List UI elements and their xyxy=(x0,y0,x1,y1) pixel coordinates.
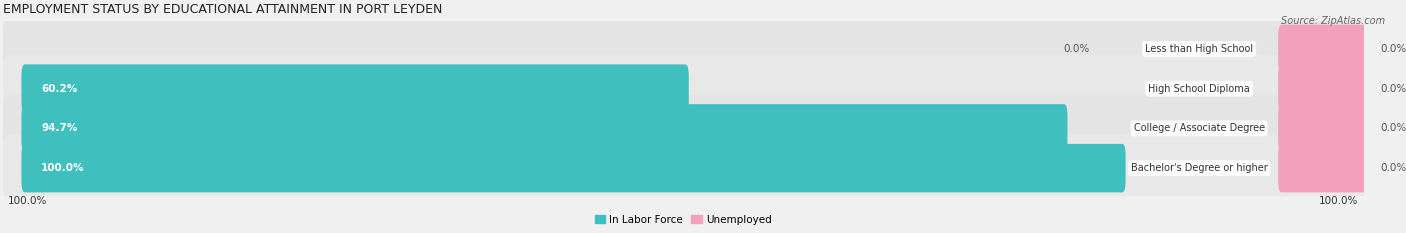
Text: College / Associate Degree: College / Associate Degree xyxy=(1133,123,1265,134)
Text: 0.0%: 0.0% xyxy=(1381,44,1406,54)
Text: 94.7%: 94.7% xyxy=(41,123,77,134)
Text: 0.0%: 0.0% xyxy=(1381,123,1406,134)
Text: 100.0%: 100.0% xyxy=(8,196,48,206)
FancyBboxPatch shape xyxy=(21,144,1126,192)
FancyBboxPatch shape xyxy=(3,15,1364,83)
FancyBboxPatch shape xyxy=(1278,144,1372,192)
Text: 0.0%: 0.0% xyxy=(1381,163,1406,173)
Text: 60.2%: 60.2% xyxy=(41,84,77,94)
FancyBboxPatch shape xyxy=(21,104,1067,153)
FancyBboxPatch shape xyxy=(3,55,1364,123)
FancyBboxPatch shape xyxy=(21,65,689,113)
Text: 0.0%: 0.0% xyxy=(1381,84,1406,94)
FancyBboxPatch shape xyxy=(1278,65,1372,113)
Text: 100.0%: 100.0% xyxy=(41,163,84,173)
FancyBboxPatch shape xyxy=(1278,104,1372,153)
Text: Source: ZipAtlas.com: Source: ZipAtlas.com xyxy=(1281,16,1385,26)
Text: Bachelor's Degree or higher: Bachelor's Degree or higher xyxy=(1130,163,1268,173)
Text: Less than High School: Less than High School xyxy=(1144,44,1253,54)
Legend: In Labor Force, Unemployed: In Labor Force, Unemployed xyxy=(591,211,776,229)
FancyBboxPatch shape xyxy=(1278,25,1372,73)
Text: EMPLOYMENT STATUS BY EDUCATIONAL ATTAINMENT IN PORT LEYDEN: EMPLOYMENT STATUS BY EDUCATIONAL ATTAINM… xyxy=(3,3,441,16)
Text: 100.0%: 100.0% xyxy=(1319,196,1358,206)
FancyBboxPatch shape xyxy=(3,95,1364,162)
Text: 0.0%: 0.0% xyxy=(1063,44,1090,54)
Text: High School Diploma: High School Diploma xyxy=(1149,84,1250,94)
FancyBboxPatch shape xyxy=(3,134,1364,202)
